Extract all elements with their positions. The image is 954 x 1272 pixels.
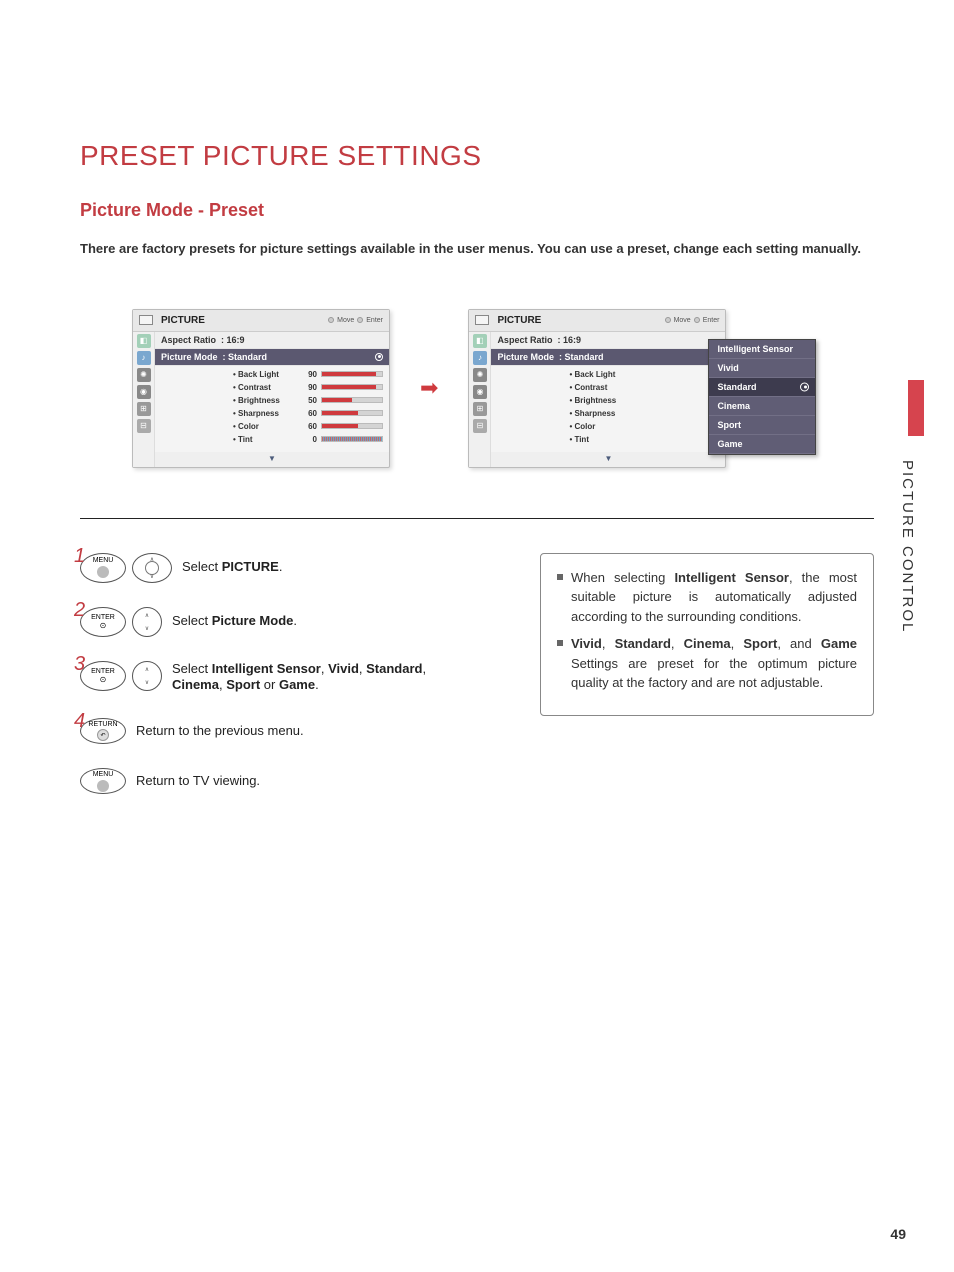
popup-option: Intelligent Sensor — [709, 340, 815, 359]
steps-column: 1 MENU ∧∨ Select PICTURE. 2 ENT — [80, 553, 500, 819]
down-arrow-icon: ▼ — [155, 452, 389, 467]
menu-button-icon: MENU — [80, 768, 126, 794]
picture-category-icon: ◧ — [137, 334, 151, 348]
page-title: PRESET PICTURE SETTINGS — [80, 140, 874, 172]
osd-param-row: Contrast90 — [155, 381, 389, 394]
step-number: 2 — [74, 599, 85, 622]
time-category-icon: ✺ — [137, 368, 151, 382]
monitor-icon — [475, 315, 489, 325]
option-category-icon: ◉ — [473, 385, 487, 399]
popup-option: Vivid — [709, 359, 815, 378]
osd-param-row: Tint0 — [155, 433, 389, 446]
audio-category-icon: ♪ — [473, 351, 487, 365]
time-category-icon: ✺ — [473, 368, 487, 382]
osd-param-row: Contrast — [491, 381, 725, 394]
page-number: 49 — [890, 1226, 906, 1242]
osd-menu-before: PICTURE Move Enter ◧ ♪ ✺ ◉ ⊞ ⊟ — [132, 309, 390, 468]
enter-button-icon: ENTER⊙ — [80, 607, 126, 637]
osd-hint: Move Enter — [328, 317, 383, 324]
osd-param-row: Back Light — [491, 368, 725, 381]
lock-category-icon: ⊞ — [137, 402, 151, 416]
osd-param-row: Sharpness — [491, 407, 725, 420]
picture-category-icon: ◧ — [473, 334, 487, 348]
osd-param-row: Brightness50 — [155, 394, 389, 407]
osd-title: PICTURE — [161, 315, 205, 326]
option-category-icon: ◉ — [137, 385, 151, 399]
updown-button-icon: ∧∨ — [132, 661, 162, 691]
audio-category-icon: ♪ — [137, 351, 151, 365]
popup-option: Cinema — [709, 397, 815, 416]
osd-item-aspect: Aspect Ratio : 16:9 — [491, 332, 725, 349]
info-note-box: When selecting Intelligent Sensor, the m… — [540, 553, 874, 716]
osd-category-sidebar: ◧ ♪ ✺ ◉ ⊞ ⊟ — [133, 332, 155, 467]
popup-option: Sport — [709, 416, 815, 435]
enter-button-icon: ENTER⊙ — [80, 661, 126, 691]
step-text: Return to TV viewing. — [136, 773, 260, 790]
osd-param-row: Back Light90 — [155, 368, 389, 381]
nav-pad-icon: ∧∨ — [132, 553, 172, 583]
picture-mode-popup: Intelligent SensorVividStandardCinemaSpo… — [708, 339, 816, 455]
page-subtitle: Picture Mode - Preset — [80, 200, 874, 221]
step-1: 1 MENU ∧∨ Select PICTURE. — [80, 553, 500, 583]
radio-selected-icon — [375, 353, 383, 361]
step-text: Select Picture Mode. — [172, 613, 297, 630]
info-item: When selecting Intelligent Sensor, the m… — [557, 568, 857, 627]
info-item: Vivid, Standard, Cinema, Sport, and Game… — [557, 634, 857, 693]
lock-category-icon: ⊞ — [473, 402, 487, 416]
arrow-right-icon: ➡ — [420, 375, 438, 401]
down-arrow-icon: ▼ — [491, 452, 725, 467]
menu-button-icon: MENU — [80, 553, 126, 583]
osd-hint: Move Enter — [665, 317, 720, 324]
input-category-icon: ⊟ — [473, 419, 487, 433]
step-5: MENU Return to TV viewing. — [80, 768, 500, 794]
osd-item-picture-mode: Picture Mode : Standard — [491, 349, 725, 366]
osd-param-row: Sharpness60 — [155, 407, 389, 420]
osd-param-row: Brightness — [491, 394, 725, 407]
step-number: 3 — [74, 653, 85, 676]
osd-item-aspect: Aspect Ratio : 16:9 — [155, 332, 389, 349]
osd-illustration-row: PICTURE Move Enter ◧ ♪ ✺ ◉ ⊞ ⊟ — [132, 309, 874, 468]
section-divider — [80, 518, 874, 519]
osd-item-picture-mode: Picture Mode : Standard — [155, 349, 389, 366]
return-button-icon: RETURN↶ — [80, 718, 126, 744]
osd-param-row: Color60 — [155, 420, 389, 433]
step-4: 4 RETURN↶ Return to the previous menu. — [80, 718, 500, 744]
step-text: Select PICTURE. — [182, 559, 282, 576]
step-text: Select Intelligent Sensor, Vivid, Standa… — [172, 661, 442, 695]
osd-category-sidebar: ◧ ♪ ✺ ◉ ⊞ ⊟ — [469, 332, 491, 467]
input-category-icon: ⊟ — [137, 419, 151, 433]
step-number: 4 — [74, 710, 85, 733]
popup-option: Game — [709, 435, 815, 454]
updown-button-icon: ∧∨ — [132, 607, 162, 637]
osd-param-row: Tint — [491, 433, 725, 446]
osd-title: PICTURE — [497, 315, 541, 326]
popup-option: Standard — [709, 378, 815, 397]
osd-menu-after: PICTURE Move Enter ◧ ♪ ✺ ◉ ⊞ ⊟ — [468, 309, 726, 468]
step-text: Return to the previous menu. — [136, 723, 304, 740]
step-number: 1 — [74, 545, 85, 568]
osd-param-list: Back Light90Contrast90Brightness50Sharpn… — [155, 366, 389, 452]
monitor-icon — [139, 315, 153, 325]
osd-param-list: Back LightContrastBrightnessSharpnessCol… — [491, 366, 725, 452]
osd-param-row: Color — [491, 420, 725, 433]
step-3: 3 ENTER⊙ ∧∨ Select Intelligent Sensor, V… — [80, 661, 500, 695]
step-2: 2 ENTER⊙ ∧∨ Select Picture Mode. — [80, 607, 500, 637]
intro-paragraph: There are factory presets for picture se… — [80, 239, 874, 259]
